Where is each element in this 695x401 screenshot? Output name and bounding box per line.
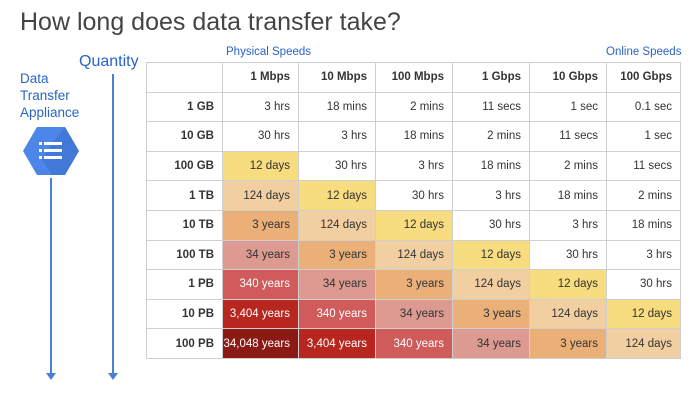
- table-cell: 11 secs: [606, 150, 681, 182]
- table-cell: 124 days: [529, 298, 607, 330]
- table-cell: 1 sec: [606, 121, 681, 152]
- column-header: 1 Gbps: [452, 62, 530, 93]
- table-cell: 3 years: [452, 298, 530, 330]
- table-cell: 34 years: [298, 269, 376, 300]
- table-cell: 30 hrs: [298, 150, 376, 182]
- table-cell: 30 hrs: [222, 121, 299, 152]
- table-row: 1 GB 3 hrs 18 mins 2 mins 11 secs 1 sec 0.1 se…: [146, 91, 681, 123]
- table-corner: [146, 62, 223, 93]
- table-cell: 34 years: [222, 239, 299, 271]
- column-header: 100 Mbps: [375, 62, 453, 93]
- table-cell: 340 years: [222, 269, 299, 300]
- row-header: 100 TB: [146, 239, 223, 271]
- table-cell: 30 hrs: [452, 209, 530, 241]
- table-header-row: 1 Mbps 10 Mbps 100 Mbps 1 Gbps 10 Gbps 1…: [146, 62, 681, 93]
- column-header: 1 Mbps: [222, 62, 299, 93]
- quantity-arrow-line: [112, 74, 114, 374]
- table-cell: 12 days: [529, 269, 607, 300]
- table-cell: 12 days: [375, 209, 453, 241]
- row-header: 1 PB: [146, 269, 223, 300]
- row-header: 100 GB: [146, 150, 223, 182]
- appliance-label-line-3: Appliance: [20, 105, 80, 120]
- row-header: 10 TB: [146, 209, 223, 241]
- appliance-arrow-head: [46, 373, 56, 380]
- table-cell: 3 hrs: [606, 239, 681, 271]
- page-title: How long does data transfer take?: [20, 8, 401, 36]
- table-row: 1 TB 124 days 12 days 30 hrs 3 hrs 18 mins 2 m…: [146, 180, 681, 211]
- table-row: 100 GB 12 days 30 hrs 3 hrs 18 mins 2 mins 11 …: [146, 150, 681, 182]
- table-cell: 18 mins: [529, 180, 607, 211]
- column-header: 100 Gbps: [606, 62, 681, 93]
- table-cell: 30 hrs: [606, 269, 681, 300]
- table-cell: 3 hrs: [222, 91, 299, 123]
- table-cell: 34 years: [375, 298, 453, 330]
- table-cell: 18 mins: [452, 150, 530, 182]
- table-cell: 12 days: [452, 239, 530, 271]
- table-cell: 124 days: [222, 180, 299, 211]
- table-row: 100 PB 34,048 years 3,404 years 340 years 34…: [146, 328, 681, 359]
- row-header: 1 TB: [146, 180, 223, 211]
- table-cell: 124 days: [606, 328, 681, 359]
- storage-list-icon: [22, 125, 80, 177]
- table-cell: 124 days: [452, 269, 530, 300]
- table-cell: 3,404 years: [222, 298, 299, 330]
- table-cell: 3 hrs: [529, 209, 607, 241]
- appliance-arrow-line: [50, 178, 52, 374]
- table-cell: 12 days: [222, 150, 299, 182]
- table-row: 10 GB 30 hrs 3 hrs 18 mins 2 mins 11 secs 1 se…: [146, 121, 681, 152]
- table-cell: 18 mins: [375, 121, 453, 152]
- table-cell: 11 secs: [529, 121, 607, 152]
- table-row: 100 TB 34 years 3 years 124 days 12 days 30 h…: [146, 239, 681, 271]
- physical-speeds-label: Physical Speeds: [226, 46, 312, 58]
- table-cell: 3 years: [298, 239, 376, 271]
- table-cell: 124 days: [298, 209, 376, 241]
- quantity-arrow-head: [108, 373, 118, 380]
- data-transfer-appliance-label: Data Transfer Appliance: [20, 70, 79, 121]
- table-cell: 34 years: [452, 328, 530, 359]
- table-cell: 3 years: [529, 328, 607, 359]
- table-cell: 3 years: [375, 269, 453, 300]
- table-cell: 2 mins: [606, 180, 681, 211]
- row-header: 10 PB: [146, 298, 223, 330]
- table-row: 10 PB 3,404 years 340 years 34 years 3 years…: [146, 298, 681, 330]
- column-header: 10 Gbps: [529, 62, 607, 93]
- table-cell: 12 days: [298, 180, 376, 211]
- column-header: 10 Mbps: [298, 62, 376, 93]
- table-cell: 30 hrs: [529, 239, 607, 271]
- table-cell: 3 years: [222, 209, 299, 241]
- table-cell: 1 sec: [529, 91, 607, 123]
- table-cell: 3 hrs: [452, 180, 530, 211]
- table-cell: 2 mins: [529, 150, 607, 182]
- transfer-time-table: 1 Mbps 10 Mbps 100 Mbps 1 Gbps 10 Gbps 1…: [146, 62, 681, 359]
- appliance-label-line-1: Data: [20, 71, 49, 86]
- table-cell: 124 days: [375, 239, 453, 271]
- table-cell: 11 secs: [452, 91, 530, 123]
- table-cell: 340 years: [375, 328, 453, 359]
- table-cell: 0.1 sec: [606, 91, 681, 123]
- table-cell: 18 mins: [606, 209, 681, 241]
- table-cell: 3 hrs: [298, 121, 376, 152]
- table-cell: 340 years: [298, 298, 376, 330]
- appliance-label-line-2: Transfer: [20, 88, 70, 103]
- row-header: 10 GB: [146, 121, 223, 152]
- table-cell: 18 mins: [298, 91, 376, 123]
- row-header: 100 PB: [146, 328, 223, 359]
- table-cell: 3 hrs: [375, 150, 453, 182]
- table-row: 1 PB 340 years 34 years 3 years 124 days 12 d…: [146, 269, 681, 300]
- table-cell: 2 mins: [375, 91, 453, 123]
- table-cell: 3,404 years: [298, 328, 376, 359]
- table-cell: 34,048 years: [222, 328, 299, 359]
- table-cell: 12 days: [606, 298, 681, 330]
- online-speeds-label: Online Speeds: [606, 46, 682, 58]
- table-cell: 30 hrs: [375, 180, 453, 211]
- table-row: 10 TB 3 years 124 days 12 days 30 hrs 3 hrs 18…: [146, 209, 681, 241]
- quantity-label: Quantity: [79, 53, 139, 70]
- table-cell: 2 mins: [452, 121, 530, 152]
- row-header: 1 GB: [146, 91, 223, 123]
